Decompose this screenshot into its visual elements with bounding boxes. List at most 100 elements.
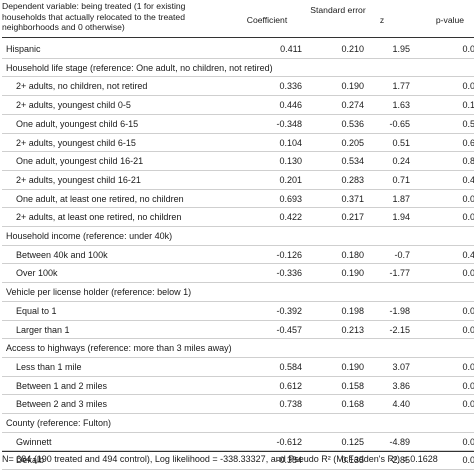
table-row: 2+ adults, youngest child 6-15 0.104 0.205… — [0, 134, 474, 155]
group-label: Vehicle per license holder (reference: b… — [6, 287, 192, 298]
group-header-row: County (reference: Fulton) — [0, 414, 474, 435]
z-cell: 0.24 — [392, 156, 410, 167]
variable-label: 2+ adults, youngest child 6-15 — [16, 137, 136, 148]
row-divider — [2, 132, 474, 134]
row-divider — [2, 431, 474, 433]
row-divider — [2, 169, 474, 171]
z-cell: 0.51 — [392, 137, 410, 148]
z-cell: -2.85 — [389, 455, 410, 466]
row-divider — [2, 282, 474, 284]
std-error-cell: 0.190 — [341, 268, 364, 279]
std-error-cell: 0.210 — [341, 44, 364, 54]
z-cell: -0.7 — [394, 249, 410, 260]
z-header: z — [379, 15, 385, 25]
dependent-variable-header: Dependent variable: being treated (1 for… — [2, 1, 186, 32]
p-value-cell: 0.10 — [462, 100, 474, 111]
row-divider — [2, 356, 474, 358]
table-row: One adult, at least one retired, no chil… — [0, 190, 474, 211]
std-error-cell: 0.135 — [341, 455, 364, 466]
row-divider — [2, 469, 474, 471]
std-error-cell: 0.190 — [341, 81, 364, 92]
row-divider — [2, 188, 474, 190]
variable-label: Between 40k and 100k — [16, 249, 108, 260]
header-rule — [2, 37, 474, 38]
coefficient-cell: -0.392 — [276, 305, 302, 316]
variable-label: Equal to 1 — [16, 305, 57, 316]
variable-label: One adult, youngest child 6-15 — [16, 118, 139, 129]
group-label: Household life stage (reference: One adu… — [6, 62, 273, 73]
table-row: Over 100k -0.336 0.190 -1.77 0.08 — [0, 264, 474, 285]
row-divider — [2, 300, 474, 302]
table-row: 2+ adults, youngest child 0-5 0.446 0.274 1… — [0, 96, 474, 117]
variable-label: Hispanic — [6, 44, 41, 54]
variable-label: One adult, youngest child 16-21 — [16, 156, 144, 167]
std-error-cell: 0.198 — [341, 305, 364, 316]
coefficient-cell: 0.336 — [279, 81, 302, 92]
p-value-cell: 0.05 — [462, 305, 474, 316]
std-error-cell: 0.190 — [341, 361, 364, 372]
bottom-rule — [2, 451, 474, 452]
coefficient-cell: 0.104 — [279, 137, 302, 148]
z-cell: 1.77 — [392, 81, 410, 92]
z-cell: -2.15 — [389, 324, 410, 335]
table-row: Equal to 1 -0.392 0.198 -1.98 0.05 — [0, 302, 474, 323]
table-row: Between 1 and 2 miles 0.612 0.158 3.86 0.00 — [0, 377, 474, 398]
table-row: Gwinnett -0.612 0.125 -4.89 0.00 — [0, 433, 474, 454]
table-row: 2+ adults, no children, not retired 0.336… — [0, 77, 474, 98]
std-error-cell: 0.283 — [341, 174, 364, 185]
z-cell: 1.87 — [392, 193, 410, 204]
table-row: Between 2 and 3 miles 0.738 0.168 4.40 0.00 — [0, 395, 474, 416]
table-row: One adult, youngest child 16-21 0.130 0.53… — [0, 152, 474, 173]
std-error-cell: 0.217 — [341, 212, 364, 223]
variable-label: Between 2 and 3 miles — [16, 399, 108, 410]
group-header-row: Vehicle per license holder (reference: b… — [0, 283, 474, 304]
coefficient-cell: -0.384 — [276, 455, 302, 466]
table-row: Between 40k and 100k -0.126 0.180 -0.7 0.48 — [0, 246, 474, 267]
p-value-cell: 0.05 — [462, 44, 474, 54]
row-divider — [2, 244, 474, 246]
p-value-cell: 0.00 — [462, 361, 474, 372]
std-error-cell: 0.180 — [341, 249, 364, 260]
z-cell: -0.65 — [389, 118, 410, 129]
p-value-cell: 0.00 — [462, 436, 474, 447]
p-value-cell: 0.47 — [462, 174, 474, 185]
table-row: 2+ adults, at least one retired, no chil… — [0, 208, 474, 229]
std-error-cell: 0.274 — [341, 100, 364, 111]
row-divider — [2, 338, 474, 340]
table-row: One adult, youngest child 6-15 -0.348 0.53… — [0, 115, 474, 136]
coefficient-header: Coefficient — [246, 15, 288, 25]
coefficient-cell: 0.422 — [279, 212, 302, 223]
std-error-cell: 0.213 — [341, 324, 364, 335]
row-divider — [2, 57, 474, 59]
variable-label: One adult, at least one retired, no chil… — [16, 193, 184, 204]
row-divider — [2, 319, 474, 321]
coefficient-cell: 0.584 — [279, 361, 302, 372]
table-row: Dekalb -0.384 0.135 -2.85 0.00 — [0, 451, 474, 471]
group-header-row: Household income (reference: under 40k) — [0, 227, 474, 248]
z-cell: 1.94 — [392, 212, 410, 223]
std-error-cell: 0.205 — [341, 137, 364, 148]
coefficient-cell: 0.411 — [280, 44, 302, 54]
z-cell: -1.98 — [389, 305, 410, 316]
std-error-cell: 0.125 — [341, 436, 364, 447]
row-divider — [2, 151, 474, 153]
p-value-cell: 0.03 — [462, 324, 474, 335]
z-cell: 1.63 — [392, 100, 410, 111]
coefficient-cell: -0.612 — [276, 436, 302, 447]
z-cell: 0.71 — [392, 174, 410, 185]
std-error-cell: 0.371 — [341, 193, 364, 204]
row-divider — [2, 226, 474, 227]
row-divider — [2, 113, 474, 115]
variable-label: Between 1 and 2 miles — [16, 380, 108, 391]
z-cell: -1.77 — [389, 268, 410, 279]
coefficient-cell: 0.693 — [279, 193, 302, 204]
coefficient-cell: -0.348 — [276, 118, 302, 129]
p-value-header: p-value — [435, 15, 465, 25]
coefficient-cell: -0.336 — [276, 268, 302, 279]
p-value-cell: 0.06 — [462, 193, 474, 204]
coefficient-cell: 0.130 — [279, 156, 302, 167]
table-row: Larger than 1 -0.457 0.213 -2.15 0.03 — [0, 321, 474, 342]
std-error-cell: 0.168 — [341, 399, 364, 410]
variable-label: 2+ adults, at least one retired, no chil… — [16, 212, 182, 223]
p-value-cell: 0.00 — [462, 380, 474, 391]
